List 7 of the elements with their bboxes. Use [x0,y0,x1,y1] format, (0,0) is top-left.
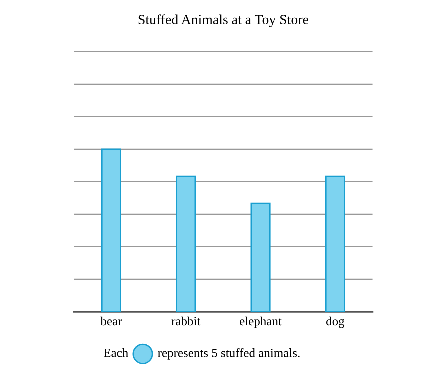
text: Each [104,348,128,358]
chart-title: Stuffed Animals at a Toy Store [138,14,308,28]
x-tick-label: rabbit [172,316,201,326]
x-tick-label: elephant [240,316,282,328]
x-tick-label: dog [326,316,345,328]
x-tick-label: bear [100,316,122,326]
text: represents 5 stuffed animals. [158,348,300,360]
